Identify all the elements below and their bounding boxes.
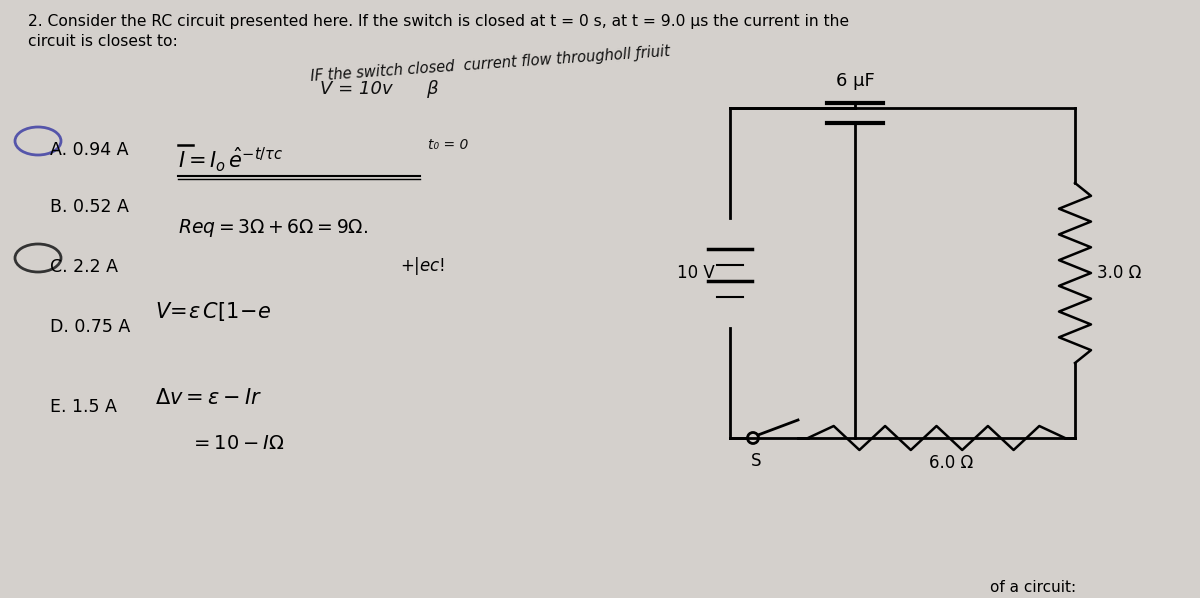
Text: C. 2.2 A: C. 2.2 A: [50, 258, 118, 276]
Text: 3.0 Ω: 3.0 Ω: [1097, 264, 1141, 282]
Text: S: S: [751, 452, 761, 470]
Text: V = 10v      β: V = 10v β: [320, 80, 439, 98]
Text: 6 μF: 6 μF: [835, 72, 875, 90]
Text: $I = I_o\,\hat{e}^{-t/\tau c}$: $I = I_o\,\hat{e}^{-t/\tau c}$: [178, 145, 283, 174]
Text: t₀ = 0: t₀ = 0: [428, 138, 468, 152]
Text: circuit is closest to:: circuit is closest to:: [28, 34, 178, 49]
Text: $\Delta v = \varepsilon - Ir$: $\Delta v = \varepsilon - Ir$: [155, 388, 262, 408]
Text: 2. Consider the RC circuit presented here. If the switch is closed at t = 0 s, a: 2. Consider the RC circuit presented her…: [28, 14, 850, 29]
Text: E. 1.5 A: E. 1.5 A: [50, 398, 116, 416]
Text: $Req = 3\Omega + 6\Omega = 9\Omega.$: $Req = 3\Omega + 6\Omega = 9\Omega.$: [178, 217, 368, 239]
Text: $+|ec!$: $+|ec!$: [400, 255, 445, 277]
Text: 6.0 Ω: 6.0 Ω: [929, 454, 973, 472]
Text: D. 0.75 A: D. 0.75 A: [50, 318, 131, 336]
Text: A. 0.94 A: A. 0.94 A: [50, 141, 128, 159]
Text: of a circuit:: of a circuit:: [990, 580, 1076, 595]
Text: $V\!=\!\varepsilon\,C[1\!-\!e$: $V\!=\!\varepsilon\,C[1\!-\!e$: [155, 300, 271, 323]
Text: $= 10 - I\Omega$: $= 10 - I\Omega$: [190, 435, 284, 453]
Text: IF the switch closed  current flow througholl ƒriuit: IF the switch closed current flow throug…: [310, 44, 671, 84]
Text: B. 0.52 A: B. 0.52 A: [50, 198, 128, 216]
Text: 10 V: 10 V: [677, 264, 715, 282]
